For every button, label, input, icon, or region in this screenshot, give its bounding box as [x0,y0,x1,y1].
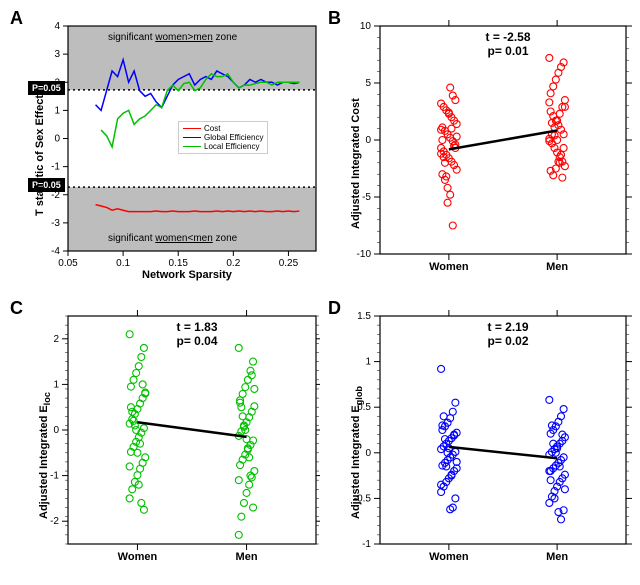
annot-upper: significant women>men zone [108,32,237,43]
svg-text:0: 0 [53,425,59,436]
panel-a-xlabel: Network Sparsity [142,269,232,281]
svg-text:1: 1 [365,357,371,368]
svg-text:10: 10 [360,21,372,32]
svg-text:1: 1 [54,105,60,116]
svg-text:1: 1 [53,379,59,390]
svg-text:-10: -10 [357,249,372,260]
panel-c-stats: t = 1.83p= 0.04 [152,320,242,348]
panel-c-ylabel: Adjusted Integrated Eloc [38,392,52,519]
svg-text:-1: -1 [51,162,60,173]
panel-c: C-2-1012WomenMent = 1.83p= 0.04Adjusted … [10,298,320,578]
panel-b-stats: t = -2.58p= 0.01 [463,30,553,58]
svg-text:1.5: 1.5 [357,311,371,322]
panel-d-ylabel: Adjusted Integrated Eglob [350,386,364,519]
svg-text:0.2: 0.2 [226,258,240,269]
p-badge-upper: P=0.05 [28,81,65,95]
panel-b: B-10-50510WomenMent = -2.58p= 0.01Adjust… [328,8,636,288]
svg-text:Women: Women [429,551,469,563]
svg-text:0: 0 [54,134,60,145]
panel-d-stats: t = 2.19p= 0.02 [463,320,553,348]
svg-text:0.15: 0.15 [168,258,188,269]
svg-text:5: 5 [365,78,371,89]
svg-text:0.05: 0.05 [58,258,78,269]
panel-a: A0.050.10.150.20.25-4-3-2-101234P=0.05P=… [10,8,320,288]
svg-text:0: 0 [365,135,371,146]
svg-text:2: 2 [53,334,59,345]
svg-text:0.25: 0.25 [279,258,299,269]
svg-text:-1: -1 [362,539,371,550]
panel-a-legend: CostGlobal EfficiencyLocal Efficiency [178,121,268,154]
svg-text:Men: Men [236,551,258,563]
svg-text:-5: -5 [362,192,371,203]
svg-text:Men: Men [546,261,568,273]
svg-text:Men: Men [546,551,568,563]
svg-text:3: 3 [54,49,60,60]
svg-text:0: 0 [365,448,371,459]
panel-a-ylabel: T statistic of Sex Effect [34,95,46,216]
panel-a-chart: 0.050.10.150.20.25-4-3-2-101234 [10,8,320,288]
svg-text:4: 4 [54,21,60,32]
svg-text:0.1: 0.1 [116,258,130,269]
annot-lower: significant women<men zone [108,233,237,244]
panel-b-ylabel: Adjusted Integrated Cost [350,98,362,229]
svg-text:-3: -3 [51,218,60,229]
svg-text:Women: Women [118,551,158,563]
svg-text:Women: Women [429,261,469,273]
svg-text:-4: -4 [51,246,60,257]
panel-d: D-1-0.500.511.5WomenMent = 2.19p= 0.02Ad… [328,298,636,578]
